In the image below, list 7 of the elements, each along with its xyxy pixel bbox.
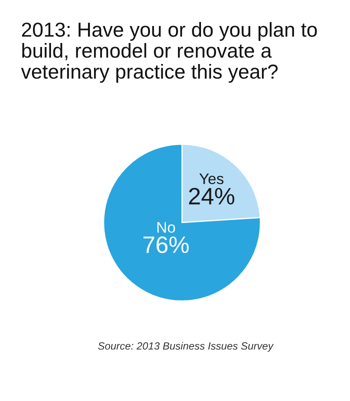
- data-label: 24%: [189, 188, 234, 204]
- slice-label: Yes: [199, 174, 224, 184]
- source-note: Source: 2013 Business Issues Survey: [98, 342, 274, 352]
- data-label: 76%: [143, 236, 189, 254]
- pie-slice: [103, 144, 261, 302]
- chart-title: 2013: Have you or do you plan to build, remodel or renovate a veterinary practice this year?: [21, 22, 317, 83]
- slice-label: No: [157, 222, 176, 233]
